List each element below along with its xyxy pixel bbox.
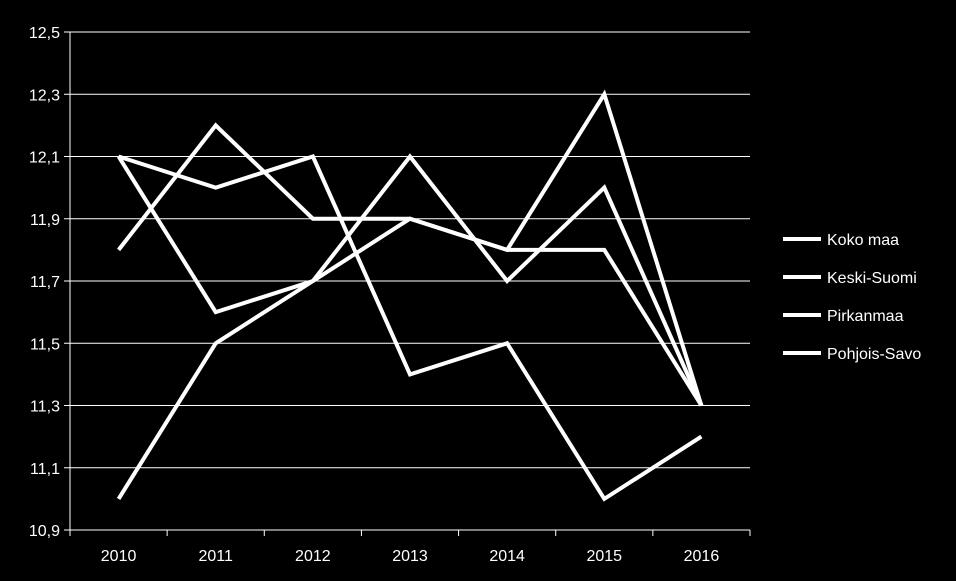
legend-label: Koko maa (827, 232, 899, 249)
y-tick-label: 11,1 (30, 461, 60, 478)
x-tick-label: 2016 (684, 548, 720, 565)
y-tick-label: 12,5 (29, 25, 60, 42)
x-tick-label: 2012 (295, 548, 331, 565)
y-tick-label: 10,9 (29, 523, 60, 540)
y-tick-label: 11,9 (30, 212, 60, 229)
series-line-4 (116, 153, 704, 500)
x-tick-label: 2011 (199, 548, 234, 565)
x-tick-label: 2015 (586, 548, 622, 565)
x-tick-label: 2010 (101, 548, 137, 565)
legend-label: Pohjois-Savo (827, 346, 921, 363)
y-tick-label: 11,7 (30, 274, 60, 291)
legend-label: Keski-Suomi (827, 270, 917, 287)
axes: 10,9 11,1 11,3 11,5 11,7 11,9 12,1 12,3 12,5 2010… (29, 25, 751, 565)
y-tick-label: 12,3 (29, 87, 60, 104)
legend: Koko maa Keski-Suomi Pirkanmaa Pohjois-Savo (783, 232, 921, 363)
series-lines (116, 89, 704, 502)
y-tick-label: 11,3 (30, 399, 60, 416)
y-tick-label: 12,1 (29, 150, 60, 167)
x-tick-label: 2013 (392, 548, 428, 565)
x-tick-label: 2014 (489, 548, 525, 565)
legend-label: Pirkanmaa (827, 308, 904, 325)
series-line-3 (117, 89, 704, 407)
series-line-1 (117, 154, 703, 502)
y-tick-label: 11,5 (30, 336, 60, 353)
